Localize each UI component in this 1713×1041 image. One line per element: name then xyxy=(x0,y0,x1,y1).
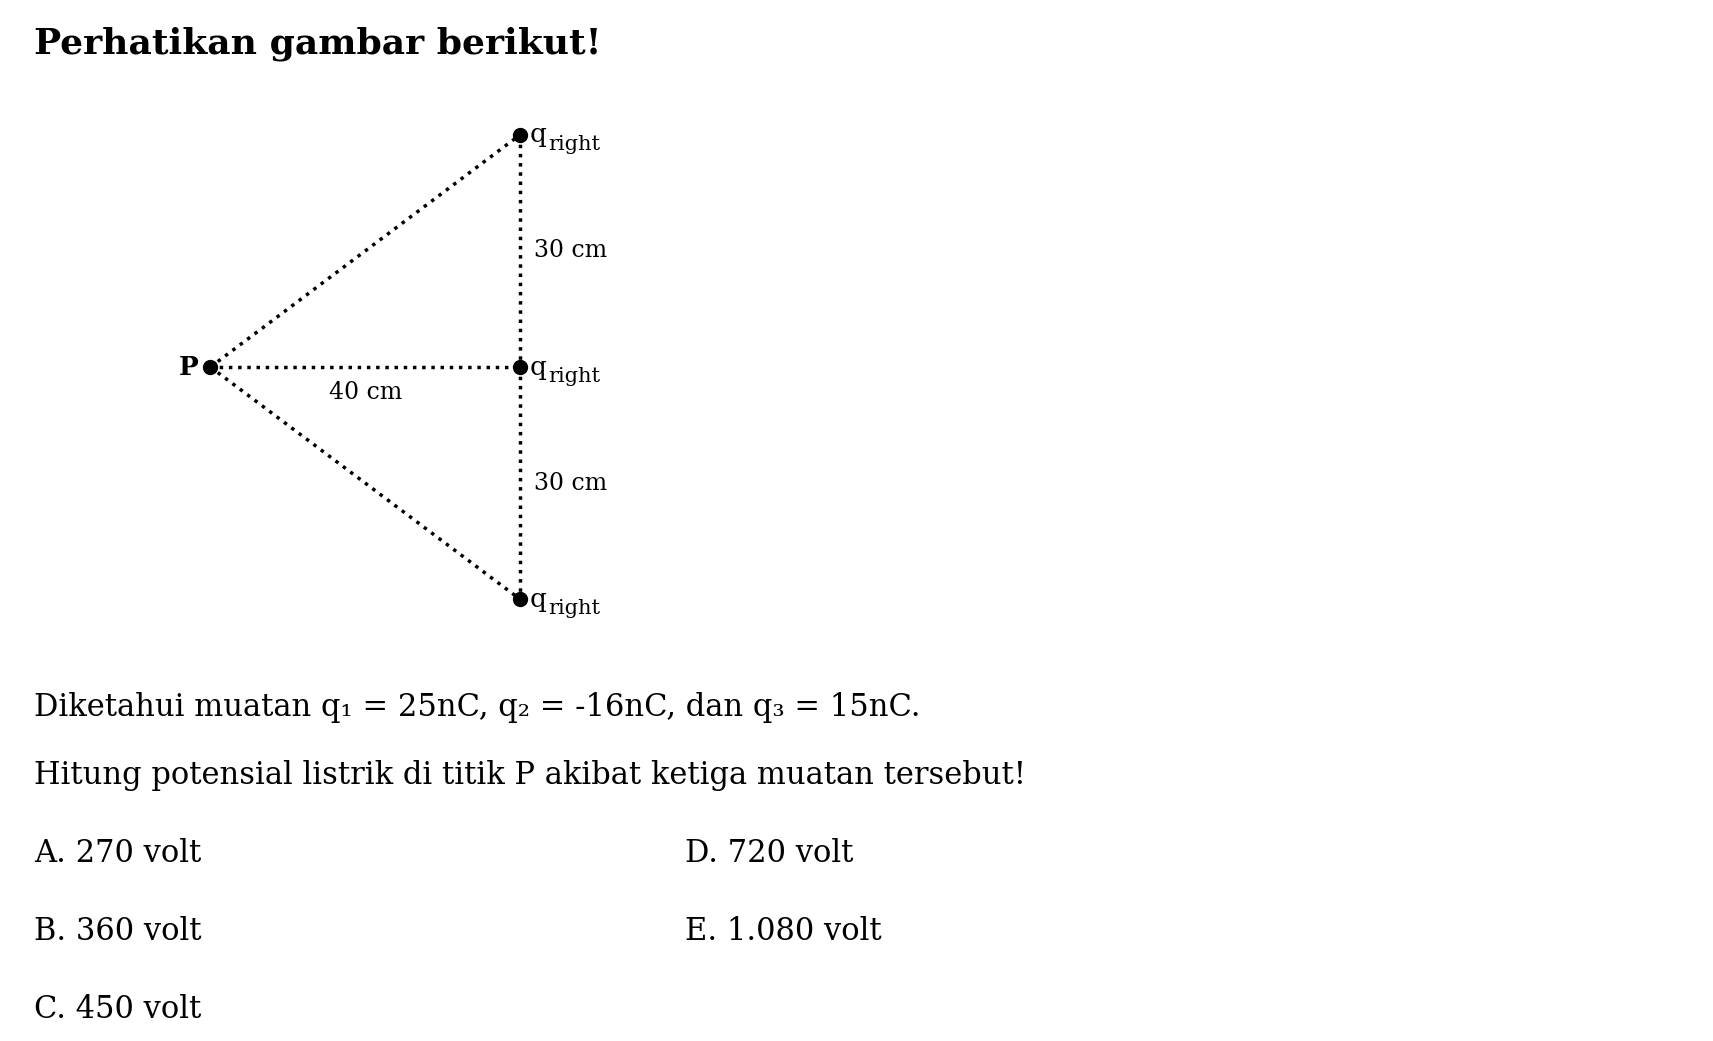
Point xyxy=(507,126,534,143)
Text: q: q xyxy=(529,355,546,380)
Text: D. 720 volt: D. 720 volt xyxy=(685,838,853,869)
Text: A. 270 volt: A. 270 volt xyxy=(34,838,202,869)
Text: 40 cm: 40 cm xyxy=(329,381,403,404)
Point xyxy=(197,359,224,376)
Text: B. 360 volt: B. 360 volt xyxy=(34,916,202,947)
Text: P: P xyxy=(180,355,199,380)
Text: q: q xyxy=(529,587,546,612)
Point xyxy=(507,359,534,376)
Text: Hitung potensial listrik di titik P akibat ketiga muatan tersebut!: Hitung potensial listrik di titik P akib… xyxy=(34,760,1026,791)
Text: E. 1.080 volt: E. 1.080 volt xyxy=(685,916,882,947)
Text: C. 450 volt: C. 450 volt xyxy=(34,994,202,1025)
Text: Diketahui muatan q₁ = 25nC, q₂ = -16nC, dan q₃ = 15nC.: Diketahui muatan q₁ = 25nC, q₂ = -16nC, … xyxy=(34,692,922,723)
Text: right: right xyxy=(548,366,601,386)
Text: right: right xyxy=(548,599,601,618)
Text: right: right xyxy=(548,134,601,154)
Text: 30 cm: 30 cm xyxy=(534,239,606,262)
Text: q: q xyxy=(529,122,546,147)
Point xyxy=(507,591,534,608)
Text: 30 cm: 30 cm xyxy=(534,472,606,494)
Text: Perhatikan gambar berikut!: Perhatikan gambar berikut! xyxy=(34,26,601,60)
